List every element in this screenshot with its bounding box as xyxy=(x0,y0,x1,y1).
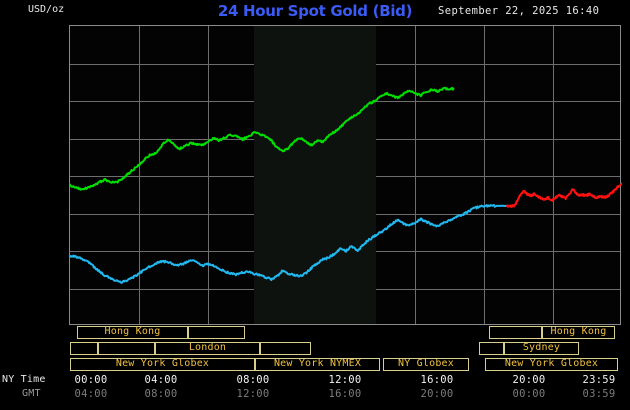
price-series-line xyxy=(70,204,508,284)
session-bar-ny-globex xyxy=(383,358,469,371)
chart-plot-area xyxy=(69,25,622,325)
session-bar-segment xyxy=(489,326,542,339)
session-bar-new-york-globex xyxy=(70,358,255,371)
price-series-line xyxy=(506,182,622,208)
gridline-vertical xyxy=(484,26,485,324)
session-bar-label: Sydney xyxy=(522,342,561,353)
session-bar-label: New York NYMEX xyxy=(273,358,362,369)
session-bar-hong-kong xyxy=(542,326,615,339)
x-axis-tick-label-gmt: 00:00 xyxy=(512,388,546,400)
x-axis-tick-label-gmt: 04:00 xyxy=(74,388,108,400)
price-series-svg xyxy=(70,86,622,284)
session-bar-label: NY Globex xyxy=(398,358,454,369)
x-axis-tick-label-ny: 08:00 xyxy=(236,374,270,386)
gmt-row-label: GMT xyxy=(22,388,41,399)
session-bar-segment xyxy=(70,342,98,355)
session-bar-label: New York Globex xyxy=(504,358,599,369)
price-series-line xyxy=(70,86,455,191)
x-axis-tick-label-ny: 00:00 xyxy=(74,374,108,386)
y-axis-unit-label: USD/oz xyxy=(28,4,65,15)
x-axis-tick-label-ny: 12:00 xyxy=(328,374,362,386)
session-bar-label: Hong Kong xyxy=(104,326,161,337)
x-axis-tick-label-gmt: 03:59 xyxy=(582,388,616,400)
session-bar-segment xyxy=(260,342,311,355)
quote-timestamp: September 22, 2025 16:40 xyxy=(438,5,600,17)
gridline-vertical xyxy=(415,26,416,324)
x-axis-tick-label-gmt: 16:00 xyxy=(328,388,362,400)
x-axis-tick-label-gmt: 08:00 xyxy=(144,388,178,400)
gridline-vertical xyxy=(208,26,209,324)
x-axis: NY Time GMT 00:00 04:00 04:00 08:00 08:00 12:… xyxy=(0,374,630,410)
market-session-bars: Hong Kong Hong Kong London Sydney New York G… xyxy=(0,326,630,372)
x-axis-tick-label-gmt: 20:00 xyxy=(420,388,454,400)
ny-time-row-label: NY Time xyxy=(2,374,46,385)
session-bar-sydney xyxy=(504,342,579,355)
x-axis-tick-label-ny: 23:59 xyxy=(582,374,616,386)
x-axis-tick-label-ny: 04:00 xyxy=(144,374,178,386)
session-bar-new-york-nymex xyxy=(255,358,380,371)
session-bar-london xyxy=(155,342,260,355)
gridline-vertical xyxy=(139,26,140,324)
session-bar-hong-kong xyxy=(77,326,188,339)
page-title: 24 Hour Spot Gold (Bid) xyxy=(217,2,413,20)
gridline-vertical xyxy=(553,26,554,324)
session-bar-segment xyxy=(188,326,245,339)
session-shade-band xyxy=(254,26,376,324)
session-bar-segment xyxy=(479,342,504,355)
x-axis-tick-label-ny: 16:00 xyxy=(420,374,454,386)
x-axis-tick-label-gmt: 12:00 xyxy=(236,388,270,400)
x-axis-tick-label-ny: 20:00 xyxy=(512,374,546,386)
chart-plot-inner xyxy=(70,26,622,324)
session-bar-new-york-globex xyxy=(485,358,618,371)
session-bar-segment xyxy=(98,342,155,355)
session-bar-label: London xyxy=(188,342,227,353)
session-bar-label: New York Globex xyxy=(115,358,210,369)
session-bar-label: Hong Kong xyxy=(550,326,607,337)
